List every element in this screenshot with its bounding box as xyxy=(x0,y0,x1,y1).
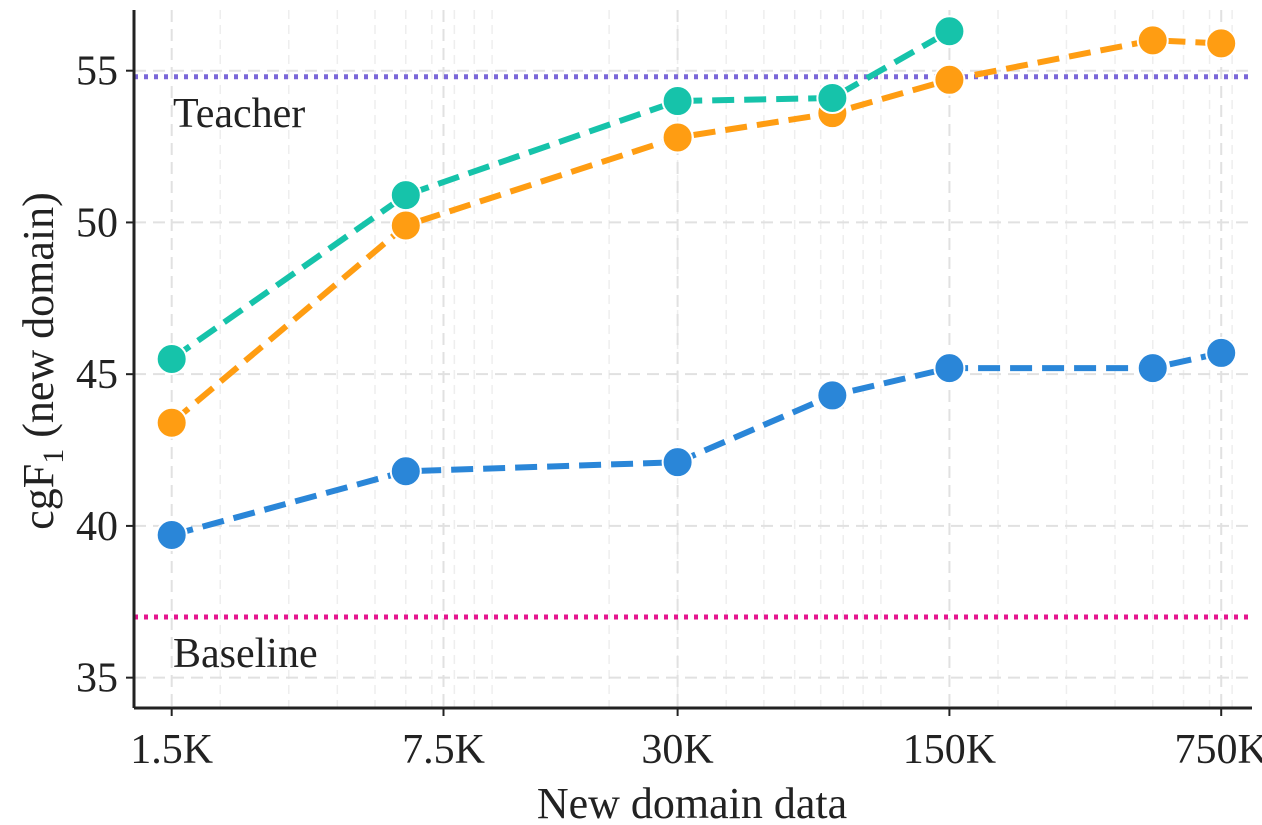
series-2-point xyxy=(1205,27,1238,60)
series-1-point xyxy=(933,352,966,385)
reference-label-teacher: Teacher xyxy=(173,91,305,137)
series-1-point xyxy=(816,379,849,412)
reference-lines: Teacher Baseline xyxy=(134,74,1252,677)
y-tick-label: 45 xyxy=(76,352,118,398)
series-2-point xyxy=(1136,24,1169,57)
series-2-point xyxy=(661,121,694,154)
series-1-point xyxy=(661,446,694,479)
series-3-point xyxy=(661,85,694,118)
y-tick-label: 50 xyxy=(76,200,118,246)
x-tick-label: 1.5K xyxy=(130,727,213,773)
grid xyxy=(134,10,1252,708)
x-tick-label: 30K xyxy=(641,727,713,773)
series-3-point xyxy=(933,15,966,48)
y-tick-label: 55 xyxy=(76,49,118,95)
x-tick-label: 750K xyxy=(1175,727,1262,773)
data-series xyxy=(155,15,1238,552)
reference-label-baseline: Baseline xyxy=(173,631,318,677)
series-2-point xyxy=(389,209,422,242)
series-1-point xyxy=(155,519,188,552)
series-2-point xyxy=(155,406,188,439)
axes: 1.5K 7.5K 30K 150K 750K 35 40 45 50 55 xyxy=(76,10,1262,773)
x-axis-title: New domain data xyxy=(537,779,847,825)
series-3-point xyxy=(155,343,188,375)
series-1-point xyxy=(389,455,422,488)
series-1-line xyxy=(170,349,1222,538)
y-axis-title-main: cgF xyxy=(14,464,63,530)
series-3-point xyxy=(389,179,422,212)
x-tick-label: 150K xyxy=(903,727,996,773)
series-1-point xyxy=(1136,352,1169,385)
y-axis-title: cgF1 (new domain) xyxy=(14,192,70,530)
y-tick-label: 35 xyxy=(76,656,118,702)
series-2-point xyxy=(933,63,966,96)
y-axis-title-suffix: (new domain) xyxy=(14,192,63,449)
x-tick-label: 7.5K xyxy=(402,727,485,773)
series-3-line xyxy=(169,28,951,362)
series-1-point xyxy=(1205,336,1238,369)
y-tick-label: 40 xyxy=(76,504,118,550)
series-3-point xyxy=(816,82,849,115)
y-axis-title-subscript: 1 xyxy=(37,449,70,464)
